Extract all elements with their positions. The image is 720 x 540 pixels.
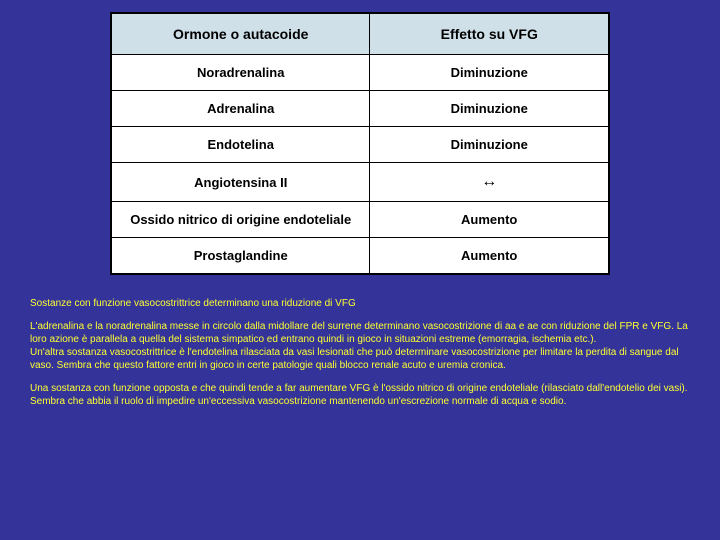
cell-hormone: Noradrenalina [111, 55, 370, 91]
table-row: Ossido nitrico di origine endoteliale Au… [111, 202, 609, 238]
cell-hormone: Adrenalina [111, 91, 370, 127]
cell-hormone: Prostaglandine [111, 238, 370, 275]
table-row: Noradrenalina Diminuzione [111, 55, 609, 91]
cell-hormone: Endotelina [111, 127, 370, 163]
cell-effect: Diminuzione [370, 127, 609, 163]
cell-effect: Aumento [370, 202, 609, 238]
table-row: Endotelina Diminuzione [111, 127, 609, 163]
table-row: Angiotensina II ↔ [111, 163, 609, 202]
cell-effect: Diminuzione [370, 91, 609, 127]
table-row: Adrenalina Diminuzione [111, 91, 609, 127]
table-row: Prostaglandine Aumento [111, 238, 609, 275]
col-header-effect: Effetto su VFG [370, 13, 609, 55]
caption-paragraph-1: Sostanze con funzione vasocostrittrice d… [30, 297, 690, 310]
col-header-hormone: Ormone o autacoide [111, 13, 370, 55]
cell-effect: Diminuzione [370, 55, 609, 91]
cell-hormone: Angiotensina II [111, 163, 370, 202]
cell-effect: ↔ [370, 163, 609, 202]
cell-effect: Aumento [370, 238, 609, 275]
hormone-table: Ormone o autacoide Effetto su VFG Noradr… [110, 12, 610, 275]
table-header-row: Ormone o autacoide Effetto su VFG [111, 13, 609, 55]
caption-paragraph-2: L'adrenalina e la noradrenalina messe in… [30, 320, 690, 372]
cell-hormone: Ossido nitrico di origine endoteliale [111, 202, 370, 238]
caption-paragraph-3: Una sostanza con funzione opposta e che … [30, 382, 690, 408]
table-container: Ormone o autacoide Effetto su VFG Noradr… [30, 12, 690, 275]
